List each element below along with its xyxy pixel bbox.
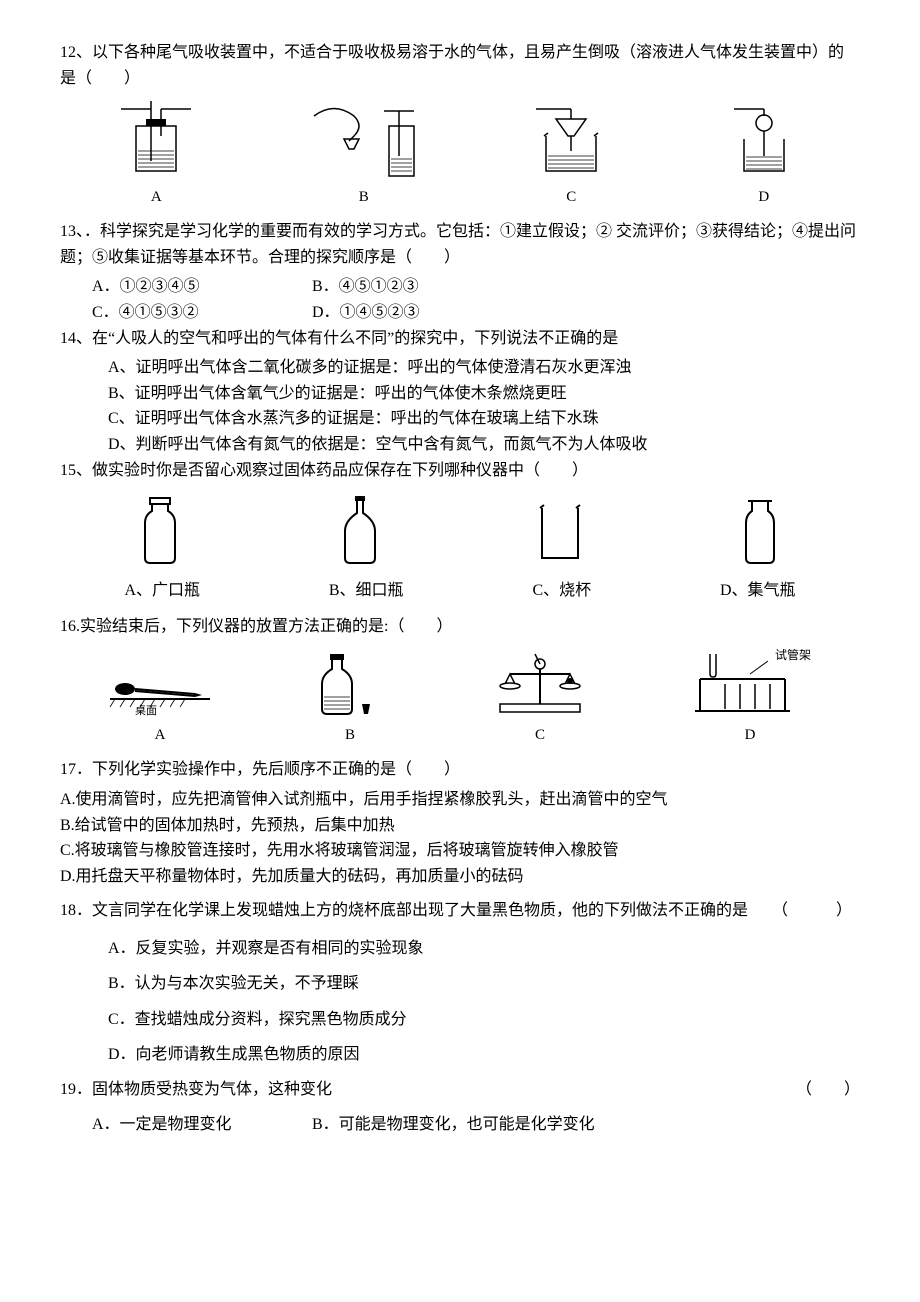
bottle-stopper-icon <box>300 649 400 719</box>
q13-choices-1: A．①②③④⑤ B．④⑤①②③ <box>60 274 860 300</box>
q15-fig-d <box>730 493 790 568</box>
q14-opt-a: A、证明呼出气体含二氧化碳多的证据是：呼出的气体使澄清石灰水更浑浊 <box>60 355 860 381</box>
q15-labels: A、广口瓶 B、细口瓶 C、烧杯 D、集气瓶 <box>60 578 860 604</box>
q16-label-d: D <box>680 723 820 747</box>
question-18: 18．文言同学在化学课上发现蜡烛上方的烧杯底部出现了大量黑色物质，他的下列做法不… <box>60 895 860 927</box>
q12-fig-b: B <box>304 101 424 209</box>
rack-label: 试管架 <box>775 649 811 662</box>
narrow-mouth-bottle-icon <box>330 493 390 568</box>
inverted-funnel-tube-icon <box>304 101 424 181</box>
q16-text: 实验结束后，下列仪器的放置方法正确的是:（ ） <box>80 618 452 635</box>
q16-fig-d: 试管架 D <box>680 649 820 747</box>
question-14: 14、在“人吸人的空气和呼出的气体有什么不同”的探究中，下列说法不正确的是 <box>60 326 860 352</box>
q13-opt-d: D．①④⑤②③ <box>312 300 492 326</box>
question-13: 13、．科学探究是学习化学的重要而有效的学习方式。它包括：①建立假设；② 交流评… <box>60 219 860 270</box>
q15-figures <box>60 493 860 568</box>
q12-fig-d: D <box>719 101 809 209</box>
q13-opt-a: A．①②③④⑤ <box>92 274 272 300</box>
q19-text: 固体物质受热变为气体，这种变化 <box>92 1081 332 1098</box>
q18-num: 18． <box>60 902 92 919</box>
q12-label-a: A <box>111 185 201 209</box>
q15-opt-c: C、烧杯 <box>532 578 591 604</box>
q13-choices-2: C．④①⑤③② D．①④⑤②③ <box>60 300 860 326</box>
q17-num: 17． <box>60 761 92 778</box>
question-17: 17．下列化学实验操作中，先后顺序不正确的是（ ） <box>60 757 860 783</box>
gas-wash-bottle-icon <box>111 101 201 181</box>
question-19: 19．固体物质受热变为气体，这种变化 （ ） <box>60 1072 860 1107</box>
q16-label-a: A <box>100 723 220 747</box>
q13-text: 科学探究是学习化学的重要而有效的学习方式。它包括：①建立假设；② 交流评价；③获… <box>60 223 856 266</box>
q14-text: 在“人吸人的空气和呼出的气体有什么不同”的探究中，下列说法不正确的是 <box>92 330 618 347</box>
q15-opt-a: A、广口瓶 <box>124 578 200 604</box>
q15-fig-b <box>330 493 390 568</box>
q18-opt-b: B．认为与本次实验无关，不予理睬 <box>60 966 860 1001</box>
svg-text:桌面: 桌面 <box>135 704 157 717</box>
funnel-beaker-icon <box>526 101 616 181</box>
q15-fig-a <box>130 493 190 568</box>
test-tube-rack-icon: 试管架 <box>680 649 820 719</box>
q12-text: 以下各种尾气吸收装置中，不适合于吸收极易溶于水的气体，且易产生倒吸（溶液进人气体… <box>60 44 844 87</box>
q18-opt-c: C．查找蜡烛成分资料，探究黑色物质成分 <box>60 1002 860 1037</box>
q15-opt-b: B、细口瓶 <box>329 578 404 604</box>
q13-opt-c: C．④①⑤③② <box>92 300 272 326</box>
q17-opt-d: D.用托盘天平称量物体时，先加质量大的砝码，再加质量小的砝码 <box>60 864 860 890</box>
q13-num: 13、． <box>60 223 100 240</box>
q15-text: 做实验时你是否留心观察过固体药品应保存在下列哪种仪器中（ ） <box>92 462 588 479</box>
q14-opt-d: D、判断呼出气体含有氮气的依据是：空气中含有氮气，而氮气不为人体吸收 <box>60 432 860 458</box>
beaker-icon <box>530 493 590 568</box>
q19-num: 19． <box>60 1081 92 1098</box>
balance-scale-icon <box>480 649 600 719</box>
q12-label-b: B <box>304 185 424 209</box>
q13-opt-b: B．④⑤①②③ <box>312 274 492 300</box>
gas-collecting-bottle-icon <box>730 493 790 568</box>
q16-label-c: C <box>480 723 600 747</box>
q16-label-b: B <box>300 723 400 747</box>
q17-opt-a: A.使用滴管时，应先把滴管伸入试剂瓶中，后用手指捏紧橡胶乳头，赶出滴管中的空气 <box>60 787 860 813</box>
q16-fig-a: 桌面 A <box>100 649 220 747</box>
q12-label-c: C <box>526 185 616 209</box>
q18-opt-a: A．反复实验，并观察是否有相同的实验现象 <box>60 931 860 966</box>
q15-opt-d: D、集气瓶 <box>720 578 796 604</box>
question-15: 15、做实验时你是否留心观察过固体药品应保存在下列哪种仪器中（ ） <box>60 458 860 484</box>
q19-paren: （ ） <box>796 1072 860 1107</box>
q14-num: 14、 <box>60 330 92 347</box>
q14-opt-c: C、证明呼出气体含水蒸汽多的证据是：呼出的气体在玻璃上结下水珠 <box>60 406 860 432</box>
q17-opt-b: B.给试管中的固体加热时，先预热，后集中加热 <box>60 813 860 839</box>
q15-fig-c <box>530 493 590 568</box>
wide-mouth-bottle-icon <box>130 493 190 568</box>
q12-figures: A B C <box>60 101 860 209</box>
q12-label-d: D <box>719 185 809 209</box>
q18-text: 文言同学在化学课上发现蜡烛上方的烧杯底部出现了大量黑色物质，他的下列做法不正确的… <box>92 902 852 919</box>
q18-opt-d: D．向老师请教生成黑色物质的原因 <box>60 1037 860 1072</box>
q19-choices: A．一定是物理变化 B．可能是物理变化，也可能是化学变化 <box>60 1107 860 1142</box>
question-16: 16.实验结束后，下列仪器的放置方法正确的是:（ ） <box>60 614 860 640</box>
q16-figures: 桌面 A B <box>60 649 860 747</box>
q19-opt-b: B．可能是物理变化，也可能是化学变化 <box>312 1107 595 1142</box>
q12-fig-c: C <box>526 101 616 209</box>
q12-fig-a: A <box>111 101 201 209</box>
question-12: 12、以下各种尾气吸收装置中，不适合于吸收极易溶于水的气体，且易产生倒吸（溶液进… <box>60 40 860 91</box>
q19-opt-a: A．一定是物理变化 <box>92 1107 272 1142</box>
bulb-tube-beaker-icon <box>719 101 809 181</box>
q17-text: 下列化学实验操作中，先后顺序不正确的是（ ） <box>92 761 460 778</box>
q17-opt-c: C.将玻璃管与橡胶管连接时，先用水将玻璃管润湿，后将玻璃管旋转伸入橡胶管 <box>60 838 860 864</box>
q12-num: 12、 <box>60 44 92 61</box>
dropper-on-table-icon: 桌面 <box>100 649 220 719</box>
q15-num: 15、 <box>60 462 92 479</box>
q16-fig-b: B <box>300 649 400 747</box>
q16-fig-c: C <box>480 649 600 747</box>
q14-opt-b: B、证明呼出气体含氧气少的证据是：呼出的气体使木条燃烧更旺 <box>60 381 860 407</box>
q16-num: 16. <box>60 618 80 635</box>
